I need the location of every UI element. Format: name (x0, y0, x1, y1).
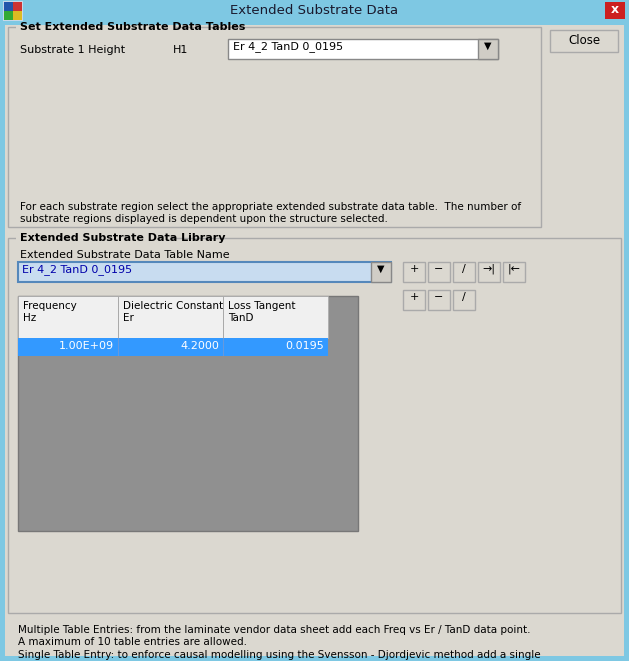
Bar (18, 296, 118, 338)
Bar (478, 262, 500, 282)
Text: −: − (434, 292, 443, 302)
Bar (228, 39, 498, 59)
Bar (453, 290, 475, 310)
Text: −: − (434, 264, 443, 274)
Text: 1.00E+09: 1.00E+09 (59, 341, 114, 351)
Text: TanD: TanD (228, 313, 253, 323)
Text: Single Table Entry: to enforce causal modelling using the Svensson - Djordjevic : Single Table Entry: to enforce causal mo… (18, 650, 540, 661)
Bar (403, 290, 425, 310)
Bar (16, 237, 171, 247)
Bar (428, 262, 450, 282)
Bar (371, 262, 391, 282)
Bar (605, 2, 625, 19)
Text: Set Extended Substrate Data Tables: Set Extended Substrate Data Tables (20, 22, 245, 32)
Text: ▼: ▼ (377, 264, 385, 274)
Text: Close: Close (568, 34, 600, 47)
Text: |←: |← (508, 264, 521, 274)
Bar (428, 290, 450, 310)
Text: Dielectric Constant: Dielectric Constant (123, 301, 223, 311)
Text: /: / (462, 264, 466, 274)
Bar (13, 11, 22, 20)
Text: Er: Er (123, 313, 134, 323)
Bar (503, 262, 525, 282)
Text: Er 4_2 TanD 0_0195: Er 4_2 TanD 0_0195 (233, 41, 343, 52)
Bar (13, 2, 22, 11)
Bar (0, 0, 629, 22)
Text: 0.0195: 0.0195 (285, 341, 324, 351)
Text: +: + (409, 264, 419, 274)
Text: →|: →| (482, 264, 496, 274)
Text: +: + (409, 292, 419, 302)
Text: Extended Substrate Data Library: Extended Substrate Data Library (20, 233, 226, 243)
Text: Extended Substrate Data: Extended Substrate Data (230, 4, 398, 17)
Bar (8, 27, 541, 227)
Bar (18, 296, 358, 531)
Bar (550, 30, 618, 52)
Bar (18, 262, 391, 282)
Text: Hz: Hz (23, 313, 36, 323)
Bar (118, 338, 119, 356)
Text: Multiple Table Entries: from the laminate vendor data sheet add each Freq vs Er : Multiple Table Entries: from the laminat… (18, 625, 530, 646)
Bar (3, 1, 23, 21)
Bar (8, 238, 621, 613)
Text: For each substrate region select the appropriate extended substrate data table. : For each substrate region select the app… (20, 202, 521, 223)
Bar (118, 296, 119, 338)
Text: H1: H1 (173, 45, 188, 55)
Text: x: x (611, 3, 619, 16)
Bar (453, 262, 475, 282)
Text: Er 4_2 TanD 0_0195: Er 4_2 TanD 0_0195 (22, 264, 132, 275)
Bar (4, 2, 13, 11)
Text: Loss Tangent: Loss Tangent (228, 301, 296, 311)
Bar (16, 26, 176, 36)
Bar (18, 338, 328, 356)
Text: ▼: ▼ (484, 41, 492, 51)
Bar (118, 296, 223, 338)
Bar (478, 39, 498, 59)
Bar (223, 338, 224, 356)
Bar (4, 11, 13, 20)
Bar (223, 296, 224, 338)
Text: Frequency: Frequency (23, 301, 77, 311)
Bar (403, 262, 425, 282)
Text: Substrate 1 Height: Substrate 1 Height (20, 45, 125, 55)
Text: 4.2000: 4.2000 (180, 341, 219, 351)
Bar (223, 296, 328, 338)
Text: /: / (462, 292, 466, 302)
Text: Extended Substrate Data Table Name: Extended Substrate Data Table Name (20, 250, 230, 260)
